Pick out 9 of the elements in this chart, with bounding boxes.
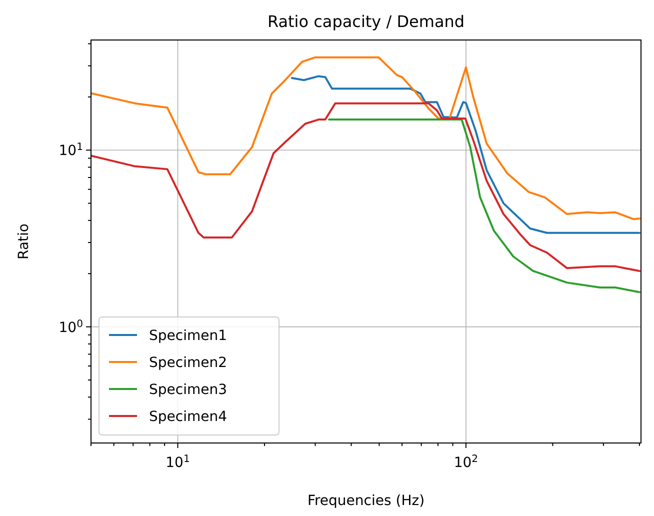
legend-label: Specimen4: [149, 409, 228, 425]
y-tick-label: 10$^{0}$: [58, 318, 83, 336]
legend-label: Specimen3: [149, 382, 228, 398]
x-tick-label: 10$^{2}$: [454, 454, 478, 471]
y-axis-title: Ratio: [16, 224, 32, 260]
legend-label: Specimen1: [149, 328, 228, 344]
chart-title: Ratio capacity / Demand: [267, 12, 465, 31]
legend-label: Specimen2: [149, 355, 228, 371]
x-axis-title: Frequencies (Hz): [307, 493, 425, 509]
